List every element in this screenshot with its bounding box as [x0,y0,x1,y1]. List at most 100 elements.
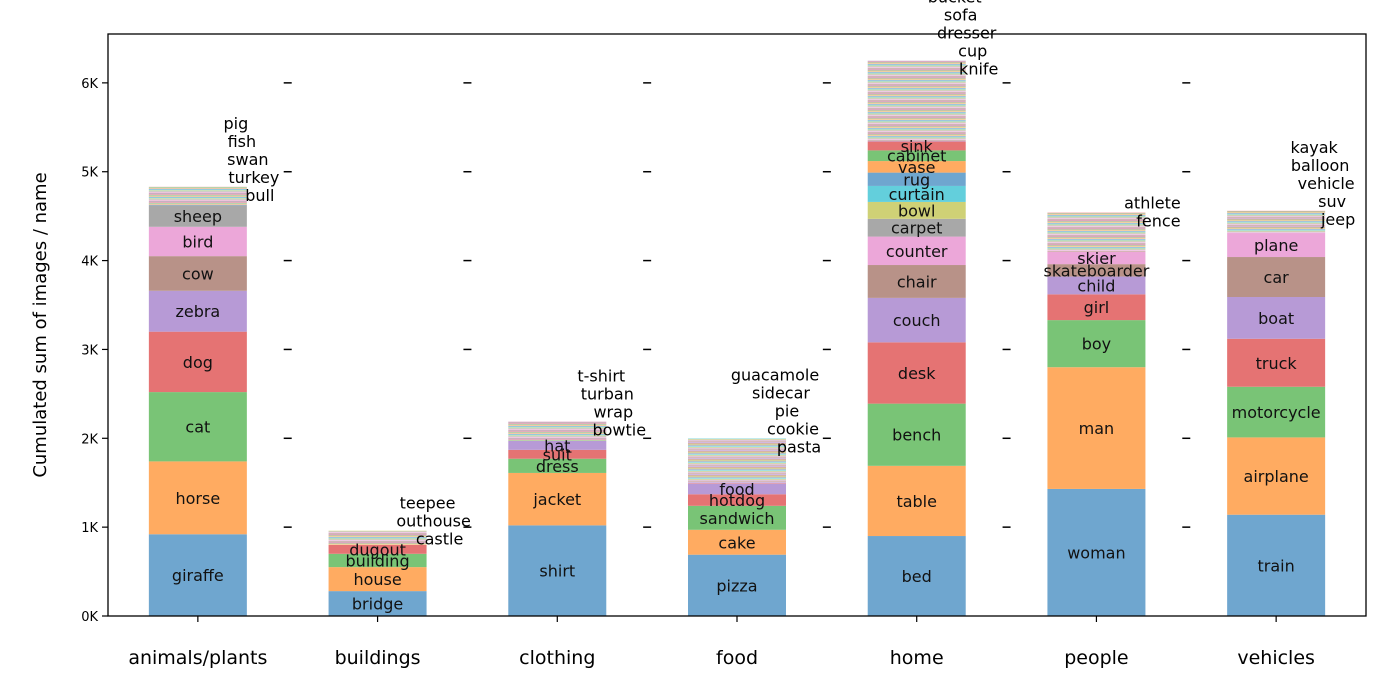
bar-minor-segment [867,127,966,129]
bar-segment-desk [867,342,966,404]
top-label-outhouse: outhouse [396,512,470,531]
bar-minor-segment [1047,226,1146,228]
bar-minor-segment [688,443,786,445]
bar-minor-segment [1047,237,1146,239]
bar-minor-segment [867,128,966,130]
bar-minor-segment [867,82,966,84]
bar-minor-segment [867,63,966,64]
bar-minor-segment [688,450,786,452]
bar-minor-segment [148,193,247,195]
bar-minor-segment [688,458,786,459]
segment-label-skateboarder: skateboarder [1043,261,1149,280]
bar-segment-shirt [508,525,607,616]
bar-minor-segment [867,75,966,76]
bar-minor-segment [867,66,966,68]
bar-minor-segment [688,459,786,461]
bar-minor-segment [867,87,966,88]
bar-minor-segment [688,453,786,455]
bar-minor-segment [867,133,966,135]
bar-minor-segment [688,462,786,464]
top-label-pasta: pasta [777,437,821,456]
bar-minor-segment [688,473,786,475]
top-label-fence: fence [1136,212,1180,231]
bar-minor-segment [867,93,966,95]
bar-segment-plane [1227,233,1326,258]
segment-label-bench: bench [892,426,941,445]
bar-minor-segment [867,131,966,133]
x-tick-label-people: people [1064,647,1128,669]
segment-label-truck: truck [1256,354,1298,373]
bar-minor-segment [1227,216,1326,218]
bar-segment-airplane [1227,437,1326,515]
bar-minor-segment [867,91,966,92]
top-label-balloon: balloon [1291,156,1350,175]
bar-minor-segment [1047,226,1146,227]
segment-label-boy: boy [1082,335,1111,354]
bar-minor-segment [867,67,966,69]
bar-minor-segment [867,91,966,93]
bar-minor-segment [1047,234,1146,236]
bar-minor-segment [688,481,786,483]
bar-minor-segment [867,139,966,140]
bar-minor-segment [1047,220,1146,222]
bar-minor-segment [867,79,966,81]
bar-minor-segment [1047,246,1146,247]
bar-segment-sink [867,141,966,151]
bar-minor-segment [688,478,786,480]
bar-minor-segment [688,462,786,463]
bar-minor-segment [508,429,607,431]
bar-minor-segment [1227,218,1326,220]
bar-minor-segment [867,119,966,120]
bar-minor-segment [1047,230,1146,232]
bar-minor-segment [1047,235,1146,237]
segment-label-woman: woman [1067,543,1125,562]
bar-segment-dog [148,331,247,393]
bar-segment-girl [1047,294,1146,321]
bar-minor-segment [1047,248,1146,250]
bar-minor-segment [328,540,427,542]
bar-minor-segment [328,541,427,543]
bar-minor-segment [867,69,966,71]
dash-markers-layer [283,82,1191,528]
bar-minor-segment [867,101,966,103]
bar-segment-bench [867,403,966,466]
bar-minor-segment [688,438,786,439]
top-label-t-shirt: t-shirt [577,366,625,385]
segment-label-chair: chair [897,272,937,291]
bar-segment-dress [508,458,607,473]
bar-minor-segment [867,115,966,116]
bar-minor-segment [688,461,786,463]
bar-segment-skateboarder [1047,264,1146,277]
bar-minor-segment [867,140,966,142]
segment-label-suit: suit [543,445,572,464]
y-tick-label-3K: 3K [81,343,98,358]
bar-minor-segment [508,440,607,441]
segment-label-car: car [1264,268,1290,287]
bar-minor-segment [1047,222,1146,224]
bar-minor-segment [867,103,966,104]
bar-minor-segment [1227,225,1326,226]
bar-minor-segment [1227,227,1326,229]
bar-minor-segment [867,87,966,89]
bar-minor-segment [688,468,786,470]
bar-segment-curtain [867,185,966,202]
bar-minor-segment [328,538,427,540]
bar-minor-segment [1227,217,1326,218]
top-label-jeep: jeep [1320,210,1355,229]
bar-minor-segment [1047,213,1146,215]
segment-label-rug: rug [903,170,930,189]
bar-minor-segment [867,137,966,139]
bar-minor-segment [508,439,607,441]
segment-label-cake: cake [718,533,755,552]
bar-minor-segment [508,437,607,439]
bar-minor-segment [688,469,786,471]
bar-minor-segment [148,198,247,200]
bar-segment-truck [1227,338,1326,387]
bar-minor-segment [1047,239,1146,241]
bar-minor-segment [867,134,966,136]
segment-label-child: child [1077,276,1115,295]
bar-minor-segment [1047,249,1146,251]
bar-minor-segment [508,424,607,425]
bar-minor-segment [867,132,966,134]
